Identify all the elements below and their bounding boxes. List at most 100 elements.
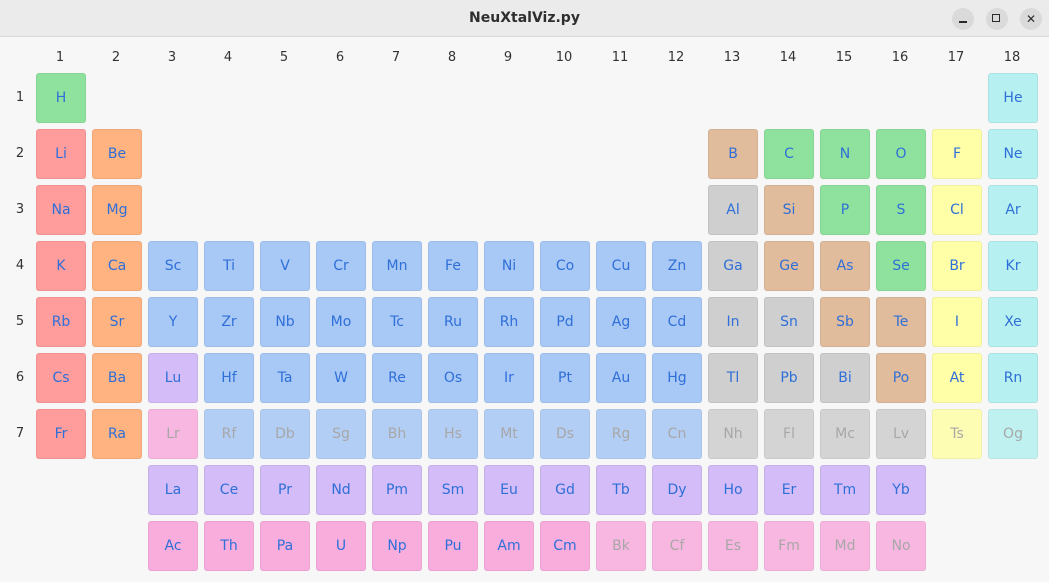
element-button-he[interactable]: He — [988, 73, 1038, 123]
element-button-sr[interactable]: Sr — [92, 297, 142, 347]
element-button-ni[interactable]: Ni — [484, 241, 534, 291]
element-button-tb[interactable]: Tb — [596, 465, 646, 515]
maximize-button[interactable] — [986, 8, 1008, 30]
element-button-ti[interactable]: Ti — [204, 241, 254, 291]
element-button-in[interactable]: In — [708, 297, 758, 347]
element-button-fe[interactable]: Fe — [428, 241, 478, 291]
element-button-u[interactable]: U — [316, 521, 366, 571]
element-button-v[interactable]: V — [260, 241, 310, 291]
element-button-pa[interactable]: Pa — [260, 521, 310, 571]
element-button-sn[interactable]: Sn — [764, 297, 814, 347]
element-button-ga[interactable]: Ga — [708, 241, 758, 291]
element-button-ir[interactable]: Ir — [484, 353, 534, 403]
element-button-pr[interactable]: Pr — [260, 465, 310, 515]
element-button-cl[interactable]: Cl — [932, 185, 982, 235]
element-button-p[interactable]: P — [820, 185, 870, 235]
element-button-pu[interactable]: Pu — [428, 521, 478, 571]
element-button-hg[interactable]: Hg — [652, 353, 702, 403]
element-button-re[interactable]: Re — [372, 353, 422, 403]
element-button-as[interactable]: As — [820, 241, 870, 291]
element-button-ca[interactable]: Ca — [92, 241, 142, 291]
element-button-ru[interactable]: Ru — [428, 297, 478, 347]
element-button-gd[interactable]: Gd — [540, 465, 590, 515]
element-button-th[interactable]: Th — [204, 521, 254, 571]
element-button-li[interactable]: Li — [36, 129, 86, 179]
element-button-zr[interactable]: Zr — [204, 297, 254, 347]
element-button-si[interactable]: Si — [764, 185, 814, 235]
element-button-mn[interactable]: Mn — [372, 241, 422, 291]
element-button-yb[interactable]: Yb — [876, 465, 926, 515]
element-button-rn[interactable]: Rn — [988, 353, 1038, 403]
element-button-xe[interactable]: Xe — [988, 297, 1038, 347]
close-button[interactable]: ✕ — [1020, 8, 1042, 30]
element-button-tm[interactable]: Tm — [820, 465, 870, 515]
element-button-rh[interactable]: Rh — [484, 297, 534, 347]
element-button-n[interactable]: N — [820, 129, 870, 179]
element-button-er[interactable]: Er — [764, 465, 814, 515]
element-button-cr[interactable]: Cr — [316, 241, 366, 291]
element-button-kr[interactable]: Kr — [988, 241, 1038, 291]
element-button-tc[interactable]: Tc — [372, 297, 422, 347]
element-button-br[interactable]: Br — [932, 241, 982, 291]
element-button-at[interactable]: At — [932, 353, 982, 403]
element-button-hf[interactable]: Hf — [204, 353, 254, 403]
element-button-se[interactable]: Se — [876, 241, 926, 291]
element-button-dy[interactable]: Dy — [652, 465, 702, 515]
element-button-ba[interactable]: Ba — [92, 353, 142, 403]
element-button-te[interactable]: Te — [876, 297, 926, 347]
element-button-h[interactable]: H — [36, 73, 86, 123]
element-button-nb[interactable]: Nb — [260, 297, 310, 347]
element-button-pb[interactable]: Pb — [764, 353, 814, 403]
element-button-os[interactable]: Os — [428, 353, 478, 403]
element-button-i[interactable]: I — [932, 297, 982, 347]
element-button-rb[interactable]: Rb — [36, 297, 86, 347]
element-button-zn[interactable]: Zn — [652, 241, 702, 291]
minimize-button[interactable] — [952, 8, 974, 30]
element-button-k[interactable]: K — [36, 241, 86, 291]
element-button-po[interactable]: Po — [876, 353, 926, 403]
element-button-ta[interactable]: Ta — [260, 353, 310, 403]
element-button-tl[interactable]: Tl — [708, 353, 758, 403]
element-button-al[interactable]: Al — [708, 185, 758, 235]
element-button-y[interactable]: Y — [148, 297, 198, 347]
element-button-cs[interactable]: Cs — [36, 353, 86, 403]
element-button-b[interactable]: B — [708, 129, 758, 179]
element-button-nd[interactable]: Nd — [316, 465, 366, 515]
element-button-sc[interactable]: Sc — [148, 241, 198, 291]
element-button-be[interactable]: Be — [92, 129, 142, 179]
element-button-co[interactable]: Co — [540, 241, 590, 291]
element-button-eu[interactable]: Eu — [484, 465, 534, 515]
element-button-ar[interactable]: Ar — [988, 185, 1038, 235]
element-button-ag[interactable]: Ag — [596, 297, 646, 347]
element-button-ho[interactable]: Ho — [708, 465, 758, 515]
element-button-cd[interactable]: Cd — [652, 297, 702, 347]
element-button-bi[interactable]: Bi — [820, 353, 870, 403]
element-button-np[interactable]: Np — [372, 521, 422, 571]
element-button-ne[interactable]: Ne — [988, 129, 1038, 179]
element-button-fr[interactable]: Fr — [36, 409, 86, 459]
element-button-cm[interactable]: Cm — [540, 521, 590, 571]
element-button-na[interactable]: Na — [36, 185, 86, 235]
element-button-sb[interactable]: Sb — [820, 297, 870, 347]
element-button-ge[interactable]: Ge — [764, 241, 814, 291]
element-button-au[interactable]: Au — [596, 353, 646, 403]
element-button-mo[interactable]: Mo — [316, 297, 366, 347]
element-button-ra[interactable]: Ra — [92, 409, 142, 459]
element-button-sg: Sg — [316, 409, 366, 459]
element-button-lu[interactable]: Lu — [148, 353, 198, 403]
element-button-ce[interactable]: Ce — [204, 465, 254, 515]
element-button-la[interactable]: La — [148, 465, 198, 515]
element-button-pd[interactable]: Pd — [540, 297, 590, 347]
element-button-o[interactable]: O — [876, 129, 926, 179]
element-button-c[interactable]: C — [764, 129, 814, 179]
element-button-ac[interactable]: Ac — [148, 521, 198, 571]
element-button-s[interactable]: S — [876, 185, 926, 235]
element-button-mg[interactable]: Mg — [92, 185, 142, 235]
element-button-sm[interactable]: Sm — [428, 465, 478, 515]
element-button-f[interactable]: F — [932, 129, 982, 179]
element-button-pt[interactable]: Pt — [540, 353, 590, 403]
element-button-pm[interactable]: Pm — [372, 465, 422, 515]
element-button-am[interactable]: Am — [484, 521, 534, 571]
element-button-w[interactable]: W — [316, 353, 366, 403]
element-button-cu[interactable]: Cu — [596, 241, 646, 291]
